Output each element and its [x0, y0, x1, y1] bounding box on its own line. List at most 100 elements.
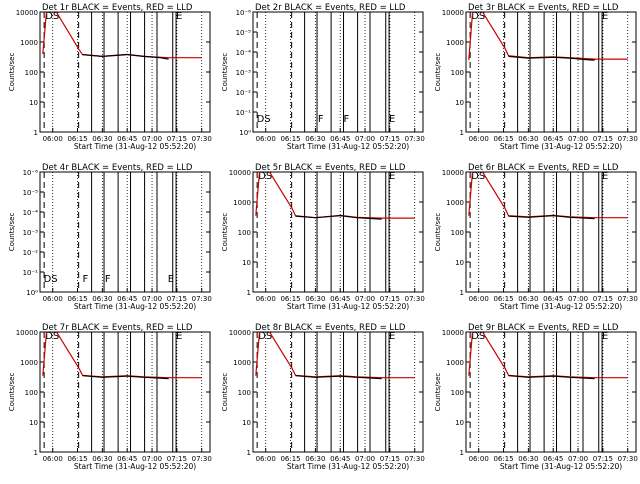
- series-line-black-events: [82, 375, 169, 380]
- y-tick-label: 10⁻¹: [23, 269, 39, 277]
- x-tick-label: 06:30: [518, 455, 538, 463]
- segment-mark-e: E: [389, 114, 395, 125]
- y-tick-label: 10: [455, 259, 464, 267]
- panel-det-4: Det 4r BLACK = Events, RED = LLD 10⁰ 10⁻¹ 1…: [8, 163, 212, 311]
- x-tick-label: 07:00: [355, 455, 375, 463]
- y-tick-label: 10⁻³: [236, 69, 252, 77]
- y-axis-label: Counts/sec: [221, 53, 229, 92]
- panel-det-6: Det 6r BLACK = Events, RED = LLD 1 10 100 10…: [434, 163, 638, 311]
- y-axis-label: Counts/sec: [221, 213, 229, 252]
- x-tick-label: 07:00: [142, 455, 162, 463]
- x-tick-label: 07:15: [380, 455, 400, 463]
- x-tick-label: 06:30: [518, 295, 538, 303]
- plot-frame: [39, 171, 211, 293]
- segment-mark-ds: DS: [471, 171, 485, 182]
- x-tick-label: 06:00: [43, 455, 63, 463]
- segment-mark-ds: DS: [45, 331, 59, 342]
- x-tick-label: 06:15: [493, 295, 513, 303]
- y-tick-label: 1000: [446, 39, 464, 47]
- x-tick-label: 07:30: [405, 295, 425, 303]
- x-axis-label: Start Time (31-Aug-12 05:52:20): [74, 462, 196, 471]
- x-tick-label: 06:15: [67, 135, 87, 143]
- x-tick-label: 06:45: [117, 135, 137, 143]
- x-tick-label: 06:15: [67, 295, 87, 303]
- x-tick-label: 06:45: [543, 455, 563, 463]
- x-tick-label: 06:00: [469, 455, 489, 463]
- segment-mark-ds: DS: [44, 274, 58, 285]
- series-line-black-events: [508, 215, 595, 220]
- x-tick-label: 07:15: [167, 455, 187, 463]
- plot-frame: [252, 331, 424, 453]
- y-tick-label: 10⁻²: [23, 249, 39, 257]
- segment-mark-e: E: [389, 331, 395, 342]
- y-tick-label: 1000: [20, 359, 38, 367]
- y-tick-label: 100: [25, 389, 38, 397]
- y-tick-label: 10000: [229, 329, 251, 337]
- chart-title: Det 1r BLACK = Events, RED = LLD: [42, 3, 193, 13]
- chart-title: Det 5r BLACK = Events, RED = LLD: [255, 163, 406, 173]
- y-tick-label: 10: [455, 99, 464, 107]
- x-tick-label: 07:00: [568, 135, 588, 143]
- panel-det-5: Det 5r BLACK = Events, RED = LLD 1 10 100 10…: [221, 163, 425, 311]
- x-axis-label: Start Time (31-Aug-12 05:52:20): [500, 462, 622, 471]
- panel-det-8: Det 8r BLACK = Events, RED = LLD 1 10 100 10…: [221, 323, 425, 471]
- x-tick-label: 06:45: [330, 135, 350, 143]
- y-tick-label: 10⁰: [26, 289, 38, 297]
- segment-mark-ds: DS: [45, 11, 59, 22]
- x-tick-label: 06:30: [92, 295, 112, 303]
- x-tick-label: 07:15: [167, 295, 187, 303]
- x-tick-label: 07:15: [167, 135, 187, 143]
- segment-mark-ds: DS: [258, 171, 272, 182]
- y-tick-label: 10000: [442, 169, 464, 177]
- y-axis-label: Counts/sec: [8, 53, 16, 92]
- y-tick-label: 1000: [446, 199, 464, 207]
- chart-title: Det 3r BLACK = Events, RED = LLD: [468, 3, 619, 13]
- y-tick-label: 10⁻⁵: [236, 29, 252, 37]
- x-axis-label: Start Time (31-Aug-12 05:52:20): [287, 462, 409, 471]
- segment-mark-ds: DS: [258, 331, 272, 342]
- x-tick-label: 07:30: [618, 295, 638, 303]
- x-axis-label: Start Time (31-Aug-12 05:52:20): [74, 142, 196, 151]
- x-tick-label: 06:30: [305, 455, 325, 463]
- x-tick-label: 06:00: [256, 455, 276, 463]
- x-tick-label: 07:30: [618, 135, 638, 143]
- y-tick-label: 1: [460, 289, 464, 297]
- segment-mark-e: E: [602, 331, 608, 342]
- y-tick-label: 100: [451, 229, 464, 237]
- series-group: [468, 172, 628, 220]
- plot-frame: [252, 11, 424, 133]
- x-tick-label: 07:00: [355, 135, 375, 143]
- x-axis-label: Start Time (31-Aug-12 05:52:20): [74, 302, 196, 311]
- x-tick-label: 06:30: [92, 455, 112, 463]
- x-tick-label: 07:30: [618, 455, 638, 463]
- panel-det-1: Det 1r BLACK = Events, RED = LLD 1 10 100 10…: [8, 3, 212, 151]
- x-tick-label: 07:30: [405, 455, 425, 463]
- x-tick-label: 06:15: [280, 455, 300, 463]
- y-tick-label: 10000: [442, 9, 464, 17]
- y-tick-label: 10⁻⁴: [236, 49, 252, 57]
- x-tick-label: 06:30: [305, 135, 325, 143]
- x-tick-label: 07:00: [568, 455, 588, 463]
- x-tick-label: 07:15: [593, 295, 613, 303]
- x-tick-label: 06:15: [280, 135, 300, 143]
- x-tick-label: 06:45: [117, 295, 137, 303]
- series-line-black-events: [82, 53, 169, 60]
- y-axis-label: Counts/sec: [434, 213, 442, 252]
- y-tick-label: 100: [451, 389, 464, 397]
- y-tick-label: 10000: [16, 9, 38, 17]
- y-tick-label: 1000: [233, 359, 251, 367]
- x-tick-label: 06:30: [518, 135, 538, 143]
- y-tick-label: 100: [238, 389, 251, 397]
- segment-mark-e: E: [176, 11, 182, 22]
- y-tick-label: 10⁻⁵: [23, 189, 39, 197]
- segment-mark-e: E: [168, 274, 174, 285]
- y-tick-label: 10000: [442, 329, 464, 337]
- x-tick-label: 07:15: [380, 135, 400, 143]
- series-group: [255, 172, 415, 220]
- x-tick-label: 06:45: [330, 455, 350, 463]
- y-tick-label: 10: [455, 419, 464, 427]
- plot-frame: [465, 11, 637, 133]
- x-axis-label: Start Time (31-Aug-12 05:52:20): [500, 302, 622, 311]
- y-tick-label: 100: [25, 69, 38, 77]
- plot-frame: [39, 11, 211, 133]
